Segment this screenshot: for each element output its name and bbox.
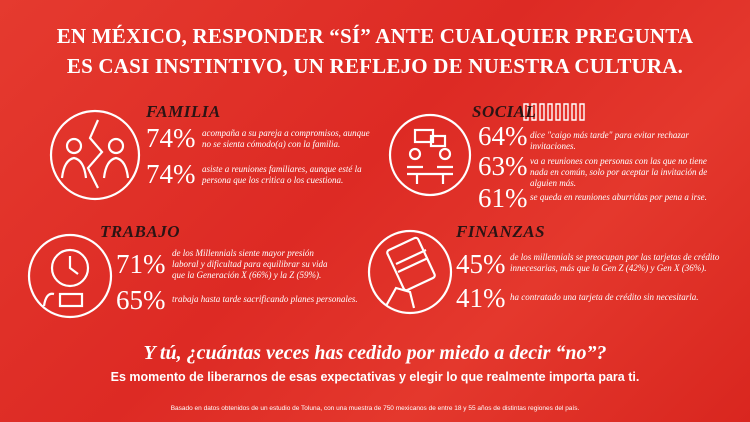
question: Y tú, ¿cuántas veces has cedido por mied… — [143, 342, 607, 364]
section-heading: FINANZAS — [456, 222, 546, 241]
percent: 64% — [478, 121, 528, 151]
subtitle: Es momento de liberarnos de esas expecta… — [110, 370, 640, 384]
title-line: EN MÉXICO, RESPONDER “SÍ” ANTE CUALQUIER… — [56, 24, 694, 48]
stat-text: de los millennials se preocupan por las … — [510, 252, 720, 273]
percent: 63% — [478, 151, 528, 181]
percent: 71% — [116, 249, 166, 279]
percent: 65% — [116, 285, 166, 315]
people-row-icon — [523, 103, 585, 121]
percent: 74% — [146, 159, 196, 189]
percent: 74% — [146, 123, 196, 153]
stat-text: de los Millennials siente mayor presión … — [172, 248, 328, 280]
stat-text: dice "caigo más tarde" para evitar recha… — [530, 130, 689, 151]
percent: 45% — [456, 249, 506, 279]
social-icon — [388, 113, 472, 197]
section-heading: TRABAJO — [100, 222, 181, 241]
finance-icon — [367, 229, 453, 315]
section-heading: SOCIAL — [472, 102, 537, 121]
footnote: Basado en datos obtenidos de un estudio … — [170, 405, 580, 412]
stat-text: va a reuniones con personas con las que … — [530, 156, 708, 188]
stat-text: ha contratado una tarjeta de crédito sin… — [510, 292, 699, 302]
percent: 41% — [456, 283, 506, 313]
family-icon — [49, 109, 141, 201]
work-icon — [27, 233, 113, 319]
title-line: ES CASI INSTINTIVO, UN REFLEJO DE NUESTR… — [66, 54, 684, 78]
stat-text: trabaja hasta tarde sacrificando planes … — [172, 294, 358, 304]
section-heading: FAMILIA — [146, 102, 221, 121]
stat-text: se queda en reuniones aburridas por pena… — [530, 192, 707, 202]
stat-text: acompaña a su pareja a compromisos, aunq… — [202, 128, 370, 149]
stat-text: asiste a reuniones familiares, aunque es… — [202, 164, 362, 185]
percent: 61% — [478, 183, 528, 213]
